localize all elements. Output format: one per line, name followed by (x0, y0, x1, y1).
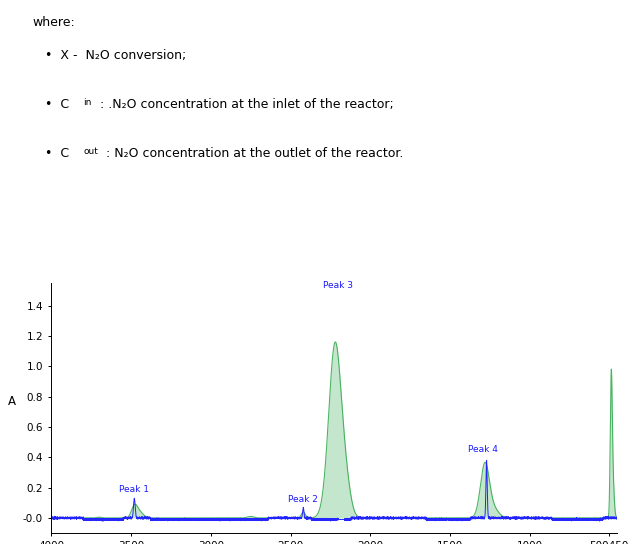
Text: Peak 4: Peak 4 (469, 445, 498, 454)
Text: •  X -  N₂O conversion;: • X - N₂O conversion; (45, 49, 186, 62)
Text: Peak 2: Peak 2 (288, 495, 318, 504)
Text: in: in (84, 98, 92, 107)
Text: out: out (84, 147, 98, 156)
Text: •  C: • C (45, 147, 69, 160)
Text: Peak 1: Peak 1 (120, 485, 149, 494)
Text: : N₂O concentration at the outlet of the reactor.: : N₂O concentration at the outlet of the… (106, 147, 403, 160)
Text: •  C: • C (45, 98, 69, 111)
Y-axis label: A: A (8, 395, 16, 408)
Text: Peak 3: Peak 3 (323, 281, 354, 290)
Text: where:: where: (32, 16, 75, 29)
Text: : .N₂O concentration at the inlet of the reactor;: : .N₂O concentration at the inlet of the… (100, 98, 394, 111)
